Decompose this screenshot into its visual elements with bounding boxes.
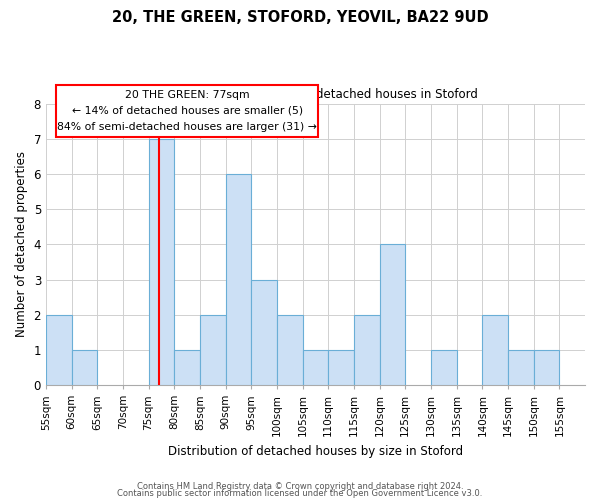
Bar	[380, 244, 406, 385]
Bar	[200, 315, 226, 385]
Bar	[149, 139, 174, 385]
Y-axis label: Number of detached properties: Number of detached properties	[15, 152, 28, 338]
Bar	[354, 315, 380, 385]
Bar	[226, 174, 251, 385]
Text: Contains HM Land Registry data © Crown copyright and database right 2024.: Contains HM Land Registry data © Crown c…	[137, 482, 463, 491]
Bar	[302, 350, 328, 385]
Bar	[71, 350, 97, 385]
Text: Contains public sector information licensed under the Open Government Licence v3: Contains public sector information licen…	[118, 490, 482, 498]
Bar	[482, 315, 508, 385]
Bar	[251, 280, 277, 385]
Bar	[46, 315, 71, 385]
X-axis label: Distribution of detached houses by size in Stoford: Distribution of detached houses by size …	[168, 444, 463, 458]
Bar	[508, 350, 533, 385]
FancyBboxPatch shape	[56, 84, 318, 138]
Text: 20 THE GREEN: 77sqm
← 14% of detached houses are smaller (5)
84% of semi-detache: 20 THE GREEN: 77sqm ← 14% of detached ho…	[57, 90, 317, 132]
Bar	[533, 350, 559, 385]
Text: 20, THE GREEN, STOFORD, YEOVIL, BA22 9UD: 20, THE GREEN, STOFORD, YEOVIL, BA22 9UD	[112, 10, 488, 25]
Bar	[174, 350, 200, 385]
Bar	[277, 315, 302, 385]
Bar	[328, 350, 354, 385]
Bar	[431, 350, 457, 385]
Title: Size of property relative to detached houses in Stoford: Size of property relative to detached ho…	[154, 88, 478, 102]
